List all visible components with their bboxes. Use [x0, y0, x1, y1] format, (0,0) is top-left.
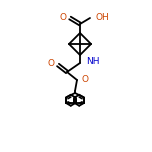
Text: OH: OH	[96, 12, 110, 21]
Text: O: O	[81, 74, 88, 83]
Text: O: O	[48, 59, 55, 69]
Text: O: O	[60, 12, 67, 21]
Text: NH: NH	[86, 57, 100, 67]
